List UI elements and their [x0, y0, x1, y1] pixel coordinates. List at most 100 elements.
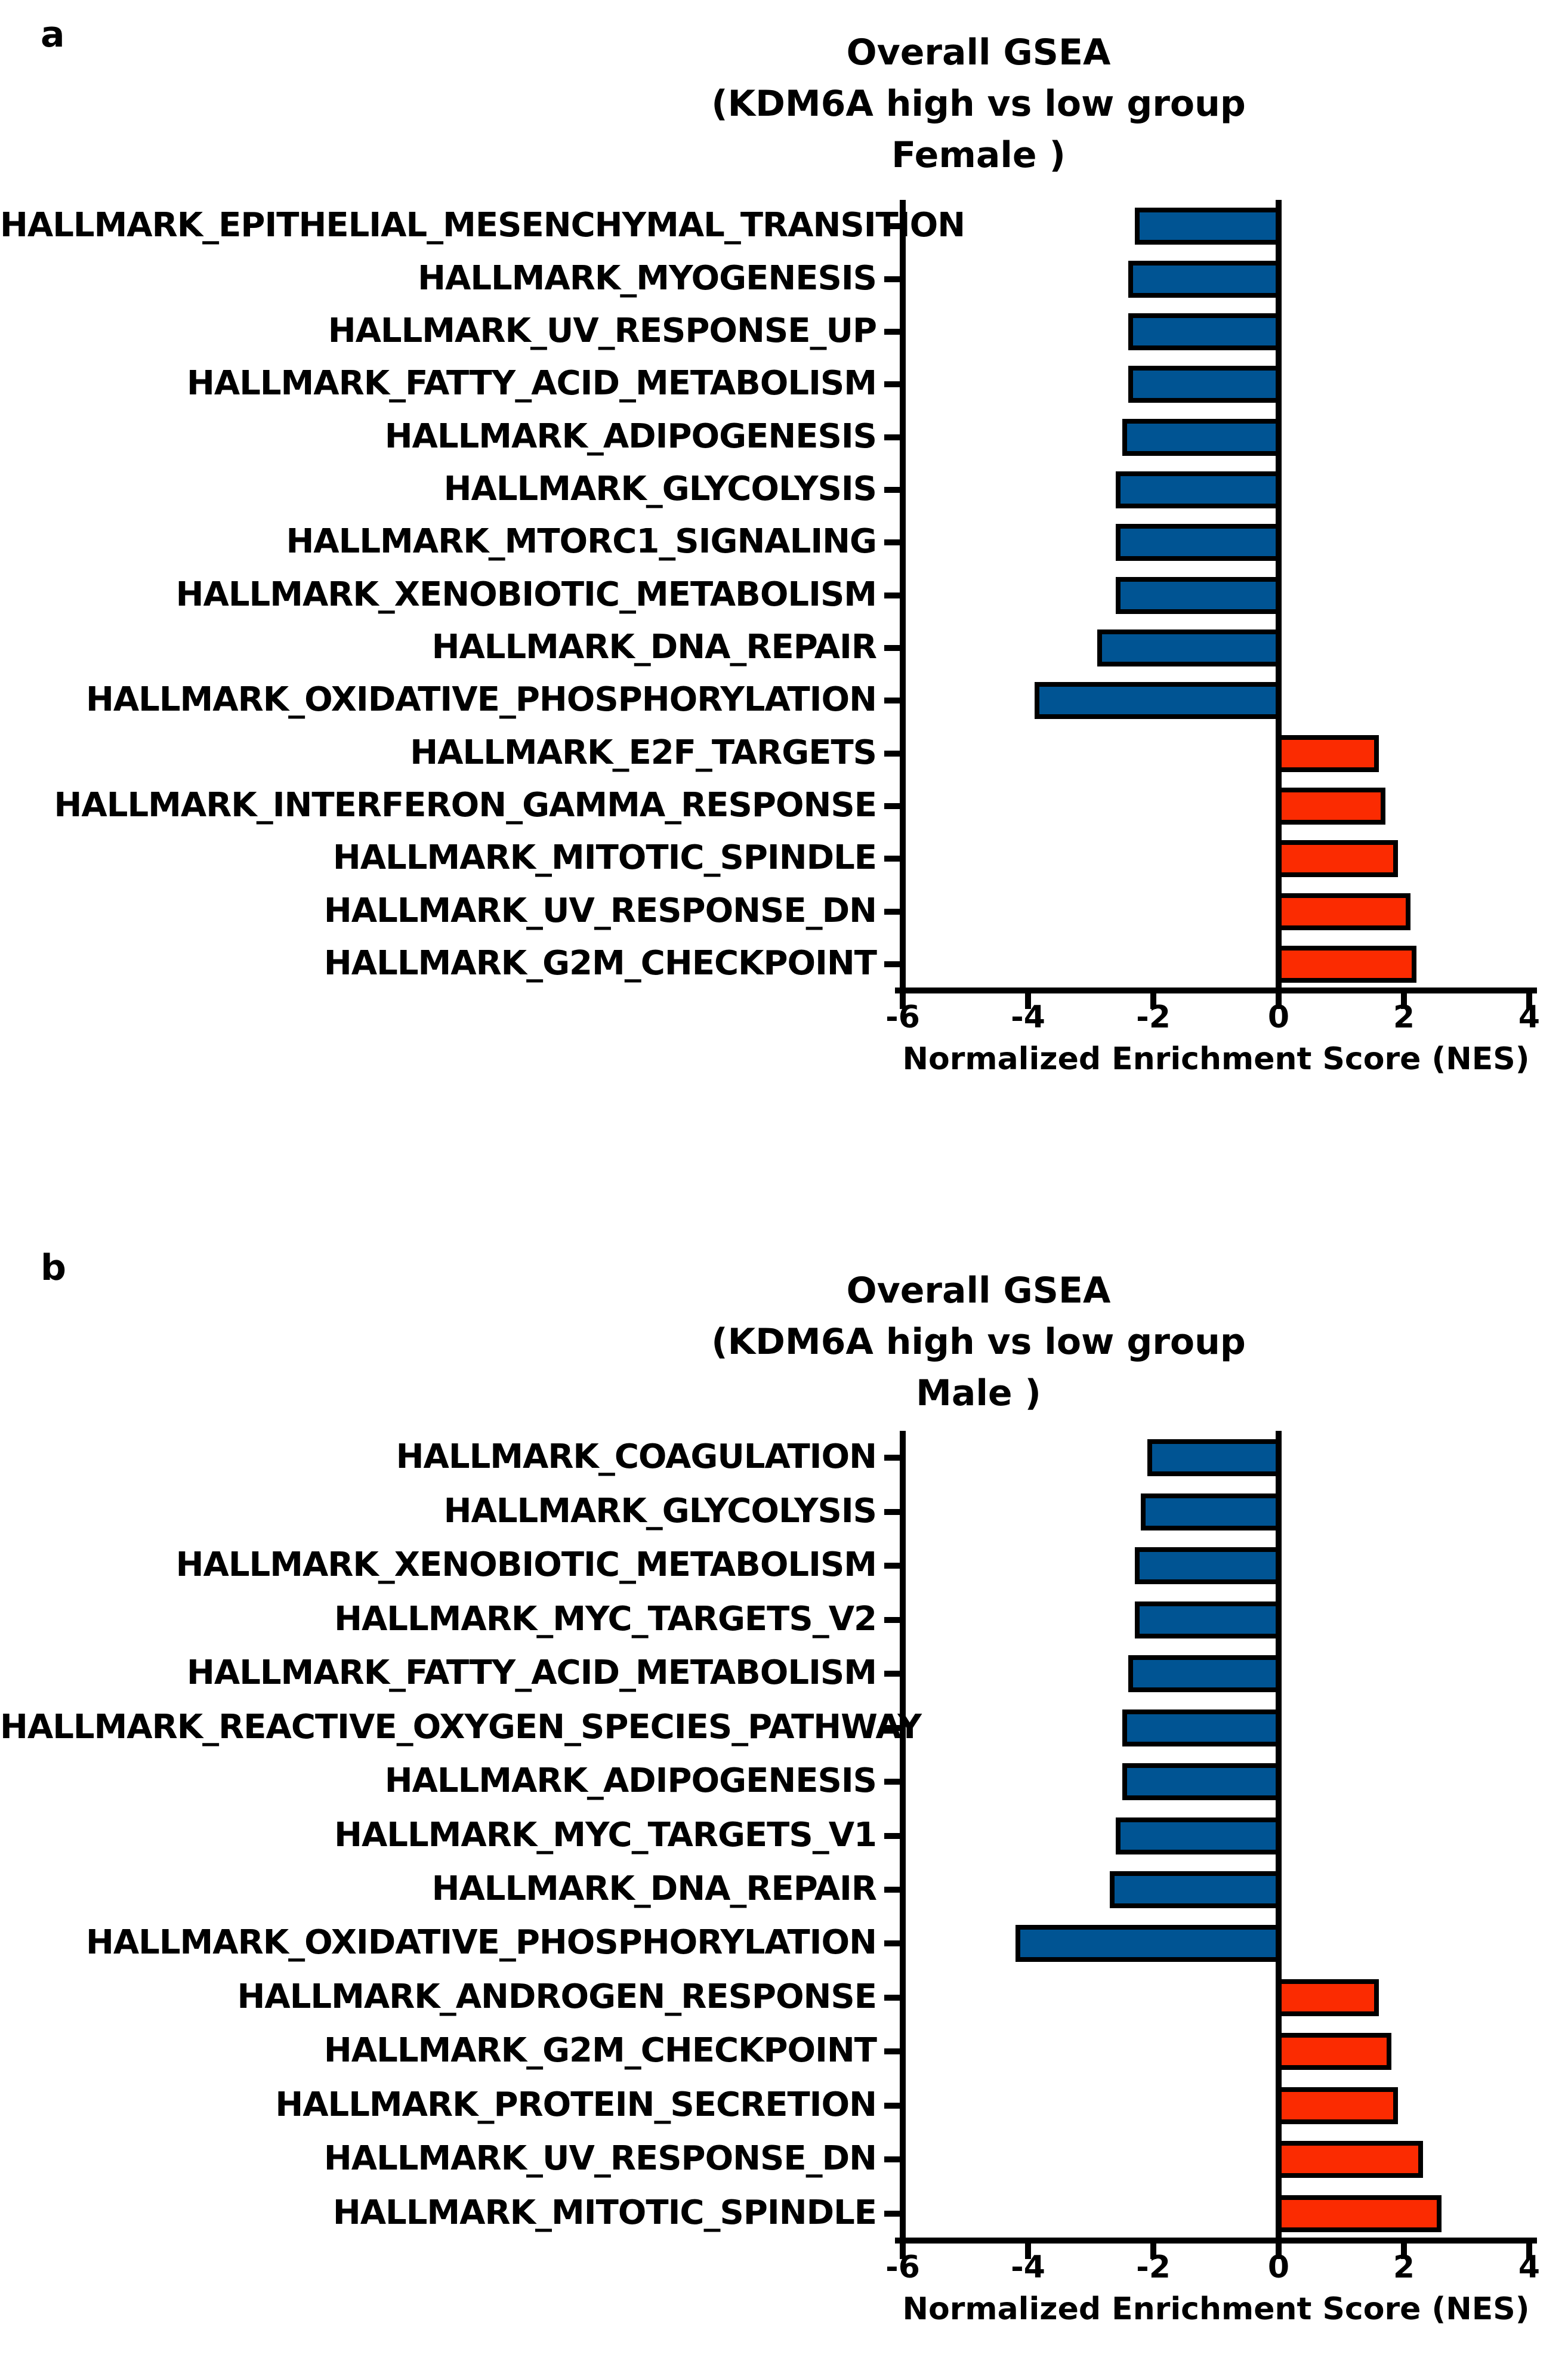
category-label: HALLMARK_MITOTIC_SPINDLE — [332, 838, 877, 878]
x-tick — [1025, 993, 1031, 1009]
category-label: HALLMARK_ADIPOGENESIS — [384, 416, 877, 456]
category-tick — [884, 750, 900, 757]
category-label: HALLMARK_PROTEIN_SECRETION — [275, 2085, 877, 2125]
category-label: HALLMARK_COAGULATION — [396, 1437, 877, 1477]
category-label: HALLMARK_GLYCOLYSIS — [443, 1491, 877, 1530]
panel-a-title-line1: Overall GSEA — [846, 32, 1111, 73]
x-axis-line — [895, 988, 1537, 993]
category-label: HALLMARK_XENOBIOTIC_METABOLISM — [175, 575, 877, 614]
category-tick — [884, 1779, 900, 1785]
category-tick — [884, 1724, 900, 1731]
bar — [1116, 471, 1282, 508]
bar — [1276, 893, 1410, 930]
category-tick — [884, 1994, 900, 2001]
x-tick — [1025, 2244, 1031, 2259]
category-label: HALLMARK_ANDROGEN_RESPONSE — [237, 1977, 877, 2017]
category-tick — [884, 592, 900, 598]
bar — [1116, 524, 1282, 561]
x-tick-label: -4 — [1011, 999, 1045, 1035]
category-label: HALLMARK_OXIDATIVE_PHOSPHORYLATION — [85, 680, 877, 720]
y-axis-line — [900, 1431, 906, 2241]
category-tick — [884, 381, 900, 388]
category-tick — [884, 2048, 900, 2055]
category-label: HALLMARK_MTORC1_SIGNALING — [286, 522, 877, 561]
bar — [1097, 629, 1282, 666]
category-label: HALLMARK_EPITHELIAL_MESENCHYMAL_TRANSITI… — [0, 206, 965, 245]
panel-b-title: Overall GSEA (KDM6A high vs low group Ma… — [711, 1265, 1246, 1419]
bar — [1134, 208, 1282, 245]
bar — [1276, 840, 1398, 878]
category-tick — [884, 1886, 900, 1893]
category-tick — [884, 856, 900, 862]
category-label: HALLMARK_E2F_TARGETS — [410, 733, 877, 772]
category-tick — [884, 1616, 900, 1623]
category-tick — [884, 2102, 900, 2109]
category-label: HALLMARK_INTERFERON_GAMMA_RESPONSE — [54, 786, 877, 825]
category-tick — [884, 434, 900, 440]
category-label: HALLMARK_ADIPOGENESIS — [384, 1761, 877, 1801]
bar — [1134, 1601, 1282, 1638]
bar — [1116, 1817, 1282, 1854]
category-tick — [884, 1832, 900, 1839]
bar — [1109, 1871, 1282, 1908]
category-tick — [884, 908, 900, 915]
x-tick-label: 0 — [1267, 2249, 1290, 2285]
x-tick — [1401, 2244, 1407, 2259]
category-tick — [884, 223, 900, 230]
bar — [1276, 2141, 1423, 2178]
category-label: HALLMARK_XENOBIOTIC_METABOLISM — [175, 1545, 877, 1585]
bar — [1122, 1763, 1282, 1801]
category-tick — [884, 2210, 900, 2217]
x-tick — [1150, 993, 1156, 1009]
x-tick — [1276, 993, 1282, 1009]
panel-a-x-axis-title: Normalized Enrichment Score (NES) — [902, 1041, 1530, 1077]
y-axis-line — [900, 200, 906, 990]
x-tick-label: 2 — [1393, 2249, 1415, 2285]
x-tick — [1150, 2244, 1156, 2259]
panel-b-x-axis-title: Normalized Enrichment Score (NES) — [902, 2291, 1530, 2327]
bar — [1128, 260, 1282, 298]
category-tick — [884, 539, 900, 546]
bar — [1122, 418, 1282, 456]
x-tick-label: 0 — [1267, 999, 1290, 1035]
panel-letter-b: b — [41, 1247, 66, 1289]
bar — [1276, 945, 1416, 983]
x-tick-label: 4 — [1518, 2249, 1541, 2285]
category-tick — [884, 1940, 900, 1947]
panel-letter-a: a — [41, 14, 65, 55]
panel-b-title-line3: Male ) — [916, 1372, 1041, 1414]
x-tick — [1526, 2244, 1532, 2259]
category-label: HALLMARK_UV_RESPONSE_DN — [323, 891, 877, 930]
category-tick — [884, 961, 900, 967]
x-tick — [900, 993, 906, 1009]
x-axis-line — [895, 2238, 1537, 2244]
category-label: HALLMARK_FATTY_ACID_METABOLISM — [186, 364, 877, 403]
x-tick-label: -2 — [1136, 999, 1171, 1035]
bar — [1128, 366, 1282, 403]
x-tick — [1276, 2244, 1282, 2259]
category-label: HALLMARK_REACTIVE_OXYGEN_SPECIES_PATHWAY — [0, 1707, 922, 1746]
category-label: HALLMARK_OXIDATIVE_PHOSPHORYLATION — [85, 1923, 877, 1962]
zero-baseline — [1276, 200, 1282, 990]
category-label: HALLMARK_MYC_TARGETS_V2 — [334, 1599, 877, 1638]
category-tick — [884, 698, 900, 704]
bar — [1122, 1709, 1282, 1746]
zero-baseline — [1276, 1431, 1282, 2241]
x-tick-label: -2 — [1136, 2249, 1171, 2285]
category-tick — [884, 1563, 900, 1569]
bar — [1276, 1979, 1379, 2016]
category-label: HALLMARK_MYOGENESIS — [418, 258, 877, 298]
x-tick-label: 4 — [1518, 999, 1541, 1035]
x-tick-label: 2 — [1393, 999, 1415, 1035]
category-label: HALLMARK_UV_RESPONSE_DN — [323, 2139, 877, 2178]
category-label: HALLMARK_DNA_REPAIR — [431, 1869, 877, 1909]
bar — [1276, 2195, 1442, 2232]
category-tick — [884, 276, 900, 282]
category-tick — [884, 2156, 900, 2163]
panel-b-title-line1: Overall GSEA — [846, 1270, 1111, 1312]
category-tick — [884, 644, 900, 651]
panel-a-title-line2: (KDM6A high vs low group — [711, 83, 1246, 125]
x-tick-label: -6 — [885, 2249, 920, 2285]
bar — [1128, 313, 1282, 350]
